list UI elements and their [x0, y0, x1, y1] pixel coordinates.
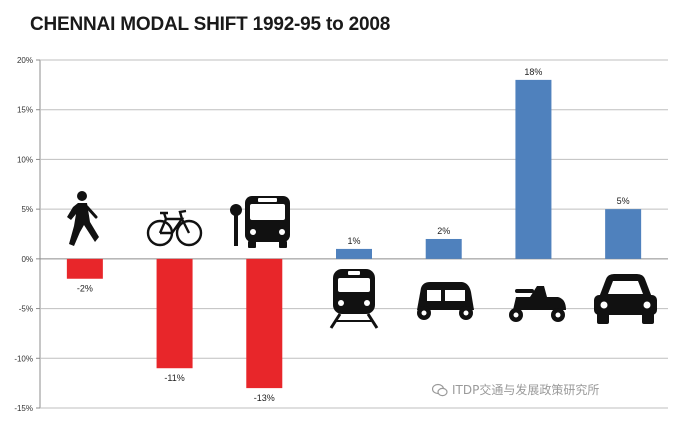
- bars: [66, 79, 642, 389]
- bicycle-icon: [146, 209, 203, 247]
- y-tick-label: 15%: [17, 106, 33, 115]
- train-icon: [329, 269, 379, 329]
- data-label: 2%: [437, 226, 450, 236]
- bus-icon: [230, 196, 290, 248]
- y-axis: 20% 15% 10% 5% 0% -5% -10% -15%: [14, 56, 33, 413]
- y-tick-label: 5%: [21, 205, 33, 214]
- y-tick-label: -15%: [14, 404, 33, 413]
- watermark: ITDP交通与发展政策研究所: [432, 381, 599, 398]
- bar-bicycle: [156, 258, 193, 369]
- watermark-text: ITDP交通与发展政策研究所: [452, 383, 600, 397]
- bar-auto-rickshaw: [425, 238, 462, 259]
- y-tick-label: -10%: [14, 354, 33, 363]
- bar-train: [336, 248, 372, 259]
- gridlines: [36, 59, 668, 409]
- data-labels: -2% -11% -13% 1% 2% 18% 5%: [77, 67, 630, 403]
- data-label: 1%: [347, 236, 360, 246]
- car-icon: [594, 274, 657, 324]
- data-label: -2%: [77, 284, 93, 294]
- bar-walking: [66, 258, 103, 279]
- y-tick-label: 0%: [21, 255, 33, 264]
- data-label: 5%: [617, 196, 630, 206]
- wechat-icon: [432, 383, 448, 396]
- scooter-icon: [509, 286, 566, 322]
- y-tick-label: -5%: [19, 305, 33, 314]
- data-label: -13%: [254, 393, 275, 403]
- data-label: 18%: [524, 67, 542, 77]
- data-label: -11%: [164, 373, 184, 383]
- chart-title: CHENNAI MODAL SHIFT 1992-95 to 2008: [30, 14, 391, 35]
- auto-rickshaw-icon: [417, 282, 474, 320]
- y-tick-label: 10%: [17, 155, 33, 164]
- bar-scooter: [515, 79, 552, 259]
- y-tick-label: 20%: [17, 56, 33, 65]
- walking-icon: [67, 191, 99, 246]
- bar-car: [605, 209, 642, 259]
- bar-bus: [246, 258, 283, 389]
